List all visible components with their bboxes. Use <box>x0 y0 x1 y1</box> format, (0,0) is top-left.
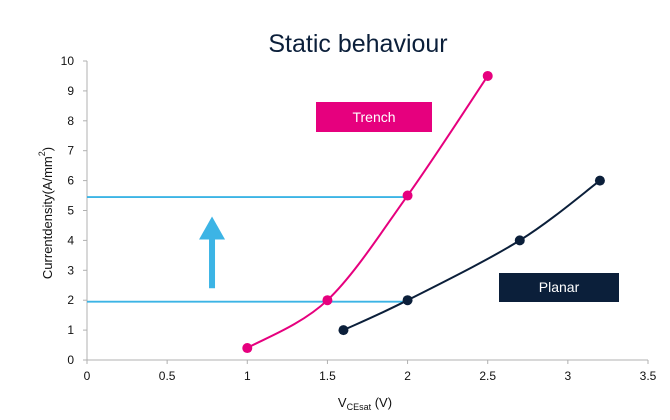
chart-title: Static behaviour <box>268 30 447 58</box>
data-point-trench <box>402 190 413 201</box>
legend-trench-box <box>316 102 432 132</box>
y-axis-label: Currentdensity(A/mm2) <box>37 147 55 279</box>
legend-planar-box <box>499 273 619 302</box>
y-tick-label: 7 <box>67 144 74 158</box>
legend-planar: Planar <box>499 273 619 302</box>
reference-lines <box>87 196 408 303</box>
data-point-trench <box>322 295 333 306</box>
data-point-planar <box>594 175 605 186</box>
y-tick-label: 8 <box>67 114 74 128</box>
series-layer <box>242 70 605 354</box>
x-axis-label-sub: CEsat <box>347 402 372 412</box>
y-axis-label-exp: 2 <box>37 151 47 156</box>
legend-trench-label: Trench <box>352 109 395 125</box>
x-axis-label: VCEsat (V) <box>338 395 392 412</box>
svg-text:Currentdensity(A/mm2): Currentdensity(A/mm2) <box>37 147 55 279</box>
y-tick-label: 6 <box>67 174 74 188</box>
x-tick-label: 1 <box>244 369 251 383</box>
arrow-head <box>199 216 226 240</box>
legend-trench: Trench <box>316 102 432 132</box>
y-tick-label: 1 <box>67 323 74 337</box>
x-tick-label: 0.5 <box>159 369 176 383</box>
x-tick-label: 0 <box>84 369 91 383</box>
y-tick-label: 9 <box>67 84 74 98</box>
x-tick-label: 2 <box>404 369 411 383</box>
series-line-trench <box>246 75 489 349</box>
x-tick-label: 3.5 <box>640 369 657 383</box>
data-point-trench <box>242 343 253 354</box>
x-axis-label-main: V <box>338 395 347 410</box>
data-point-planar <box>338 325 349 336</box>
legend-planar-label: Planar <box>539 279 580 295</box>
x-tick-label: 2.5 <box>479 369 496 383</box>
y-axis-label-main: Currentdensity(A/mm <box>40 156 55 279</box>
y-tick-label: 3 <box>67 263 74 277</box>
data-point-planar <box>402 295 413 306</box>
x-tick-label: 1.5 <box>319 369 336 383</box>
x-tick-label: 3 <box>565 369 572 383</box>
axes: 0 1 2 3 4 5 6 7 8 9 10 0 0.5 1 1.5 2 2.5 3 3.5 <box>61 54 657 383</box>
data-point-trench <box>482 70 493 81</box>
x-axis-label-unit: (V) <box>371 395 392 410</box>
y-tick-label: 2 <box>67 293 74 307</box>
y-tick-label: 5 <box>67 204 74 218</box>
y-tick-label: 4 <box>67 233 74 247</box>
y-axis-label-close: ) <box>40 147 55 151</box>
arrow-layer <box>199 216 226 289</box>
y-tick-label: 0 <box>67 353 74 367</box>
arrow-shaft <box>209 239 216 289</box>
series-line-planar <box>343 179 601 332</box>
data-point-planar <box>514 235 525 246</box>
y-tick-label: 10 <box>61 54 75 68</box>
